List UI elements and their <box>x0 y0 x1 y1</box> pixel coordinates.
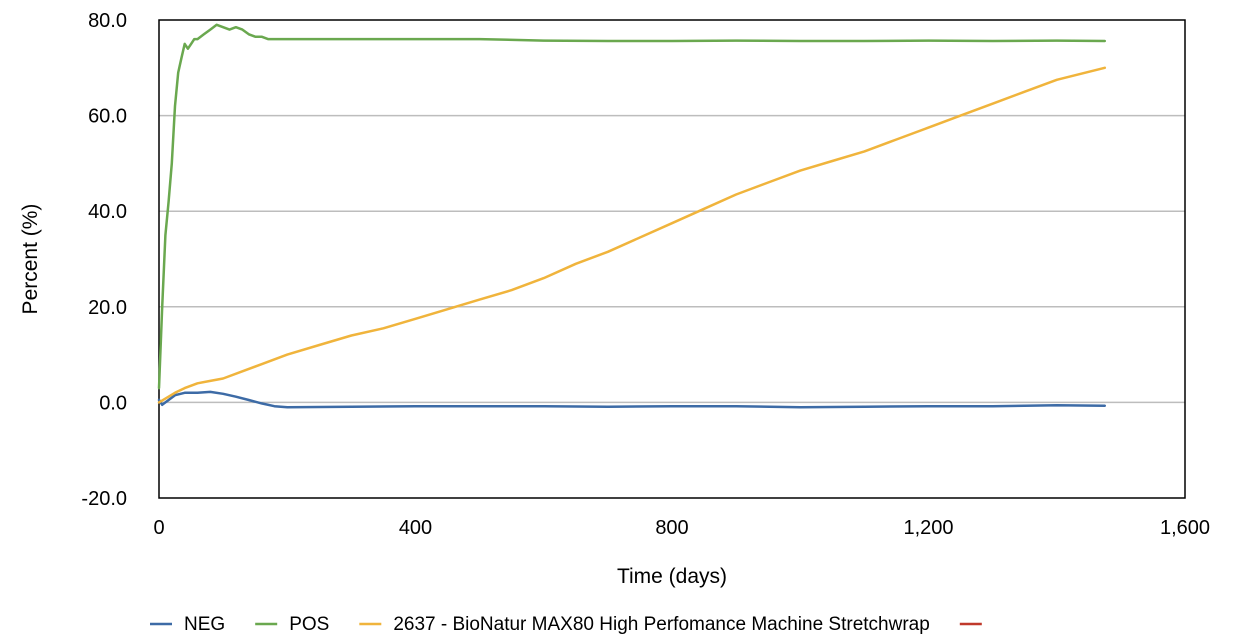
plot-area-frame <box>158 19 1186 499</box>
legend-label-3: 2637 - BioNatur MAX80 High Perfomance Ma… <box>393 614 929 635</box>
y-tick-label: 80.0 <box>88 10 127 32</box>
y-axis-title: Percent (%) <box>19 204 42 315</box>
y-tick-label: 20.0 <box>88 297 127 319</box>
x-tick-label: 1,600 <box>1160 517 1210 539</box>
x-tick-label: 1,200 <box>903 517 953 539</box>
x-tick-label: 400 <box>399 517 432 539</box>
x-tick-label: 800 <box>655 517 688 539</box>
y-tick-label: 40.0 <box>88 201 127 223</box>
x-axis-title: Time (days) <box>617 565 727 588</box>
y-tick-label: 0.0 <box>99 392 127 414</box>
series-lines <box>157 23 1107 409</box>
gridlines <box>159 114 1185 404</box>
x-axis-tick-labels: 0 400 800 1,200 1,600 <box>153 517 1210 539</box>
y-tick-label: 60.0 <box>88 106 127 128</box>
series-line-2 <box>157 23 1107 390</box>
legend-label-2: POS <box>289 614 329 635</box>
legend-label-1: NEG <box>184 614 225 635</box>
y-tick-label: -20.0 <box>81 488 127 510</box>
legend: NEG POS 2637 - BioNatur MAX80 High Perfoma… <box>150 614 982 635</box>
series-line-1 <box>157 390 1107 409</box>
series-line-3 <box>157 66 1107 404</box>
x-tick-label: 0 <box>153 517 164 539</box>
y-axis-tick-labels: -20.0 0.0 20.0 40.0 60.0 80.0 <box>81 10 127 510</box>
